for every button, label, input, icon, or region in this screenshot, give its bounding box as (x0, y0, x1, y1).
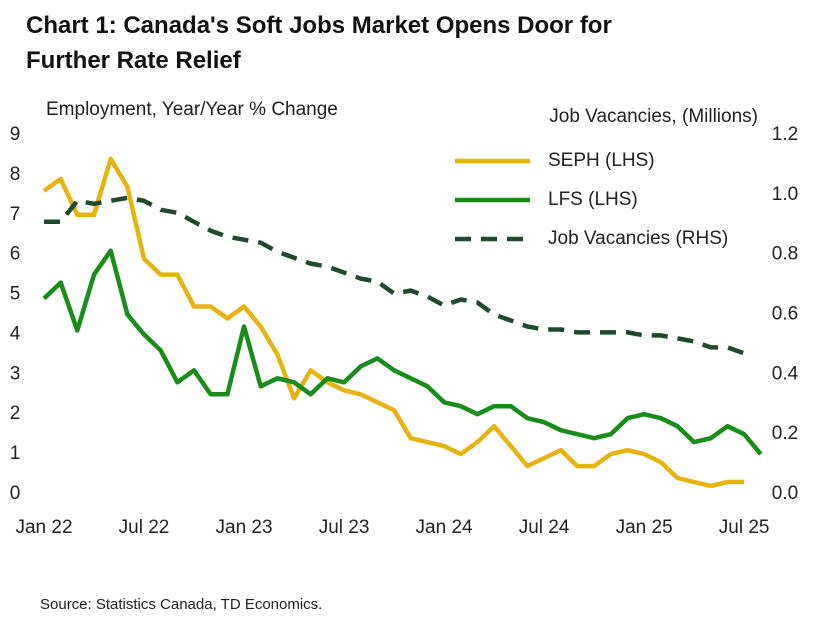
y-tick-label: 2 (10, 403, 21, 424)
x-tick-label: Jan 23 (216, 517, 273, 538)
legend-label: SEPH (LHS) (548, 150, 655, 171)
series-line (42, 156, 745, 489)
y2-tick-label: 0.6 (772, 304, 798, 325)
y-tick-label: 5 (10, 284, 21, 305)
x-tick-label: Jul 25 (719, 517, 770, 538)
x-tick-label: Jan 24 (416, 517, 473, 538)
legend-label: LFS (LHS) (548, 189, 638, 210)
y-tick-label: 4 (10, 323, 21, 344)
x-tick-label: Jan 25 (616, 517, 673, 538)
series-line (44, 195, 745, 356)
x-tick-label: Jul 24 (519, 517, 570, 538)
y2-tick-label: 0.4 (772, 363, 799, 384)
y-tick-label: 9 (10, 124, 21, 145)
source-note: Source: Statistics Canada, TD Economics. (40, 596, 322, 613)
y-axis-label: Employment, Year/Year % Change (46, 99, 338, 120)
y2-tick-label: 1.0 (772, 184, 798, 205)
x-tick-label: Jul 22 (119, 517, 170, 538)
y2-tick-label: 0.2 (772, 423, 798, 444)
x-tick-label: Jul 23 (319, 517, 370, 538)
y-tick-label: 0 (10, 483, 21, 504)
y-tick-label: 8 (10, 164, 21, 185)
x-tick-label: Jan 22 (15, 517, 72, 538)
y-tick-label: 1 (10, 443, 21, 464)
series-line (42, 248, 763, 456)
y2-tick-label: 1.2 (772, 124, 798, 145)
y2-axis-label: Job Vacancies, (Millions) (549, 106, 758, 127)
y-tick-label: 3 (10, 363, 21, 384)
y2-tick-label: 0.8 (772, 244, 798, 265)
legend-label: Job Vacancies (RHS) (548, 228, 728, 249)
y2-tick-label: 0.0 (772, 483, 798, 504)
chart-title: Chart 1: Canada's Soft Jobs Market Opens… (26, 12, 612, 74)
y-tick-label: 6 (10, 244, 21, 265)
y-tick-label: 7 (10, 204, 21, 225)
